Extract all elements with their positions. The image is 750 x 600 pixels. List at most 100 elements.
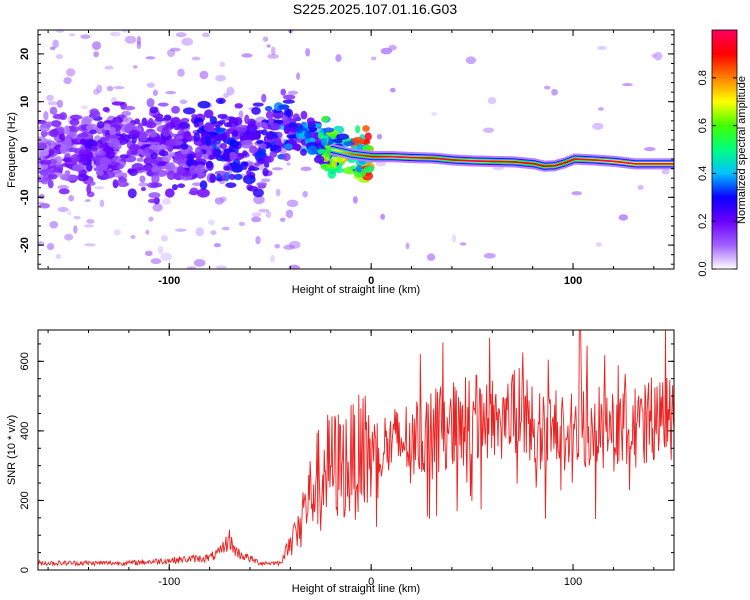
spectrogram-background-blob — [157, 245, 164, 255]
y-tick-label: 20 — [19, 48, 31, 60]
spectrogram-ridge-cell — [411, 156, 415, 159]
spectrogram-background-blob — [543, 85, 551, 90]
spectrogram-background-blob — [275, 188, 281, 197]
spectrogram-cloud-blob — [200, 131, 209, 137]
spectrogram-ridge-cell — [383, 155, 387, 158]
spectrogram-ridge-cell — [443, 158, 448, 161]
spectrogram-cloud-blob — [269, 151, 278, 158]
spectrogram-background-blob — [283, 244, 295, 250]
spectrogram-cloud-blob — [265, 130, 276, 140]
spectrogram-ridge-cell — [674, 161, 677, 166]
spectrogram-ridge-cell — [476, 160, 480, 162]
spectrogram-ridge-cell — [548, 165, 553, 167]
spectrogram-cloud-blob — [329, 133, 337, 139]
spectrogram-cloud-blob — [59, 112, 68, 121]
spectrogram-cloud-blob — [91, 145, 98, 152]
spectrogram-background-blob — [84, 198, 91, 203]
spectrogram-background-blob — [169, 47, 181, 52]
spectrogram-cloud-blob — [243, 174, 256, 185]
spectrogram-background-blob — [266, 44, 271, 48]
spectrogram-background-blob — [220, 196, 227, 203]
spectrogram-background-blob — [274, 243, 281, 249]
spectrogram-background-blob — [272, 167, 283, 171]
spectrogram-background-blob — [68, 195, 75, 202]
spectrogram-ridge-cell — [474, 160, 478, 162]
spectrogram-cloud-blob — [271, 122, 281, 131]
spectrogram-background-blob — [130, 234, 136, 240]
spectrogram-cloud-blob — [223, 165, 231, 171]
spectrogram-cloud-blob — [321, 115, 329, 122]
spectrogram-cloud-blob — [99, 156, 109, 165]
spectrogram-cloud-blob — [106, 149, 115, 160]
spectrogram-background-blob — [388, 44, 397, 51]
spectrogram-ridge-cell — [336, 150, 341, 152]
spectrogram-cloud-blob — [282, 99, 295, 104]
spectrogram-ridge-cell — [674, 160, 677, 167]
spectrogram-ridge-cell — [466, 159, 470, 162]
spectrogram-ridge-cell — [334, 149, 339, 152]
spectrogram-background-blob — [49, 220, 59, 229]
spectrogram-cloud-blob — [268, 117, 274, 127]
spectrogram-cloud-blob — [248, 133, 261, 140]
spectrogram-cloud-blob — [51, 164, 59, 170]
spectrogram-background-blob — [551, 88, 558, 96]
spectrogram-ridge-cell — [653, 163, 658, 165]
spectrogram-cloud-blob — [182, 107, 196, 115]
spectrogram-cloud-blob — [180, 117, 190, 124]
spectrogram-ridge-cell — [433, 157, 438, 160]
spectrogram-ridge-cell — [330, 148, 335, 151]
figure-title: S225.2025.107.01.16.G03 — [292, 1, 458, 17]
spectrogram-cloud-blob — [320, 163, 328, 170]
spectrogram-background-blob — [492, 166, 505, 171]
spectrogram-cloud-blob — [77, 132, 89, 138]
spectrogram-ridge-cell — [534, 163, 539, 166]
spectrogram-cloud-blob — [306, 117, 315, 125]
spectrogram-ridge-cell — [623, 161, 627, 164]
spectrogram-cloud-blob — [256, 139, 264, 145]
spectrogram-background-blob — [93, 88, 100, 95]
spectrogram-ridge-cell — [667, 163, 672, 165]
spectrogram-ridge-cell — [357, 154, 361, 156]
spectrogram-cloud-blob — [150, 182, 163, 188]
spectrogram-ridge-cell — [498, 160, 502, 163]
snr-frame — [37, 329, 675, 571]
spectrogram-cloud-blob — [69, 114, 83, 120]
spectrogram-cloud-blob — [63, 125, 70, 136]
spectrogram-ridge-cell — [342, 151, 347, 154]
spectrogram-background-blob — [52, 39, 59, 48]
spectrogram-background-blob — [451, 234, 457, 243]
spectrogram-background-blob — [302, 190, 308, 198]
spectrogram-cloud-blob — [47, 173, 58, 180]
spectrogram-ridge-cell — [611, 160, 615, 163]
spectrogram-cloud-blob — [117, 163, 124, 170]
spectrogram-cloud-blob — [282, 152, 291, 162]
spectrogram-background-blob — [66, 68, 76, 77]
spectrogram-background-blob — [186, 266, 197, 269]
spectrogram-background-blob — [280, 217, 286, 222]
spectrogram-ridge-cell — [391, 155, 395, 158]
spectrogram-cloud-blob — [49, 128, 59, 138]
spectrogram-cloud-blob — [250, 145, 258, 153]
spectrogram-background-blob — [287, 90, 299, 95]
spectrogram-cloud-blob — [225, 182, 237, 188]
spectrogram-cloud-blob — [38, 178, 48, 183]
spectrogram-background-blob — [376, 133, 383, 140]
spectrogram-background-blob — [375, 161, 387, 167]
spectrogram-background-blob — [296, 72, 301, 80]
spectrogram-ridge-cell — [613, 160, 617, 163]
spectrogram-ridge-cell — [647, 163, 652, 165]
spectrogram-ridge-cell — [468, 159, 472, 162]
y-tick-label: 0 — [19, 567, 31, 573]
spectrogram-cloud-blob — [203, 109, 214, 119]
spectrogram-ridge-cell — [413, 156, 417, 159]
spectrogram-ridge-cell — [379, 155, 383, 158]
spectrogram-ridge-cell — [409, 156, 413, 159]
spectrogram-cloud-blob — [203, 144, 213, 150]
spectrogram-ridge-cell — [532, 163, 537, 165]
spectrogram-ridge-cell — [373, 155, 377, 158]
snr-series-line — [38, 330, 674, 568]
spectrogram-ridge-cell — [484, 160, 488, 163]
spectrogram-background-blob — [459, 242, 467, 246]
spectrogram-background-blob — [160, 252, 173, 262]
spectrogram-ridge-cell — [669, 163, 674, 165]
